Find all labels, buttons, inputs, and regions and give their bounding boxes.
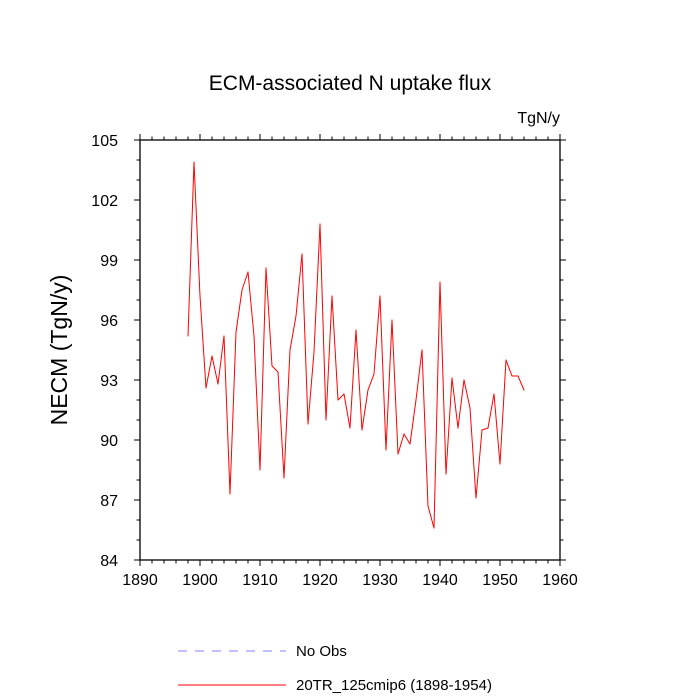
- series-segment: [355, 329, 363, 431]
- series-segment: [499, 359, 507, 465]
- series-segment: [199, 295, 207, 389]
- series-segment: [349, 329, 357, 429]
- series-segment: [457, 379, 465, 429]
- x-tick-label: 1900: [182, 572, 218, 589]
- series-segment: [451, 377, 459, 429]
- series-segment: [253, 335, 261, 471]
- series-segment: [229, 331, 237, 495]
- series-segment: [295, 253, 303, 317]
- series-line: [187, 161, 525, 529]
- series-segment: [403, 433, 411, 445]
- x-tick-label: 1920: [302, 572, 338, 589]
- axis-ticks: 1890 1900 1910 1920 1930 1940 1950 1960 84 87 90 93…: [91, 133, 578, 589]
- series-segment: [481, 427, 489, 431]
- series-segment: [439, 281, 447, 475]
- y-tick-label: 99: [100, 253, 118, 270]
- series-segment: [301, 253, 309, 425]
- y-tick-label: 87: [100, 493, 118, 510]
- series-segment: [421, 349, 429, 507]
- y-tick-label: 93: [100, 373, 118, 390]
- series-segment: [271, 365, 279, 373]
- series-segment: [277, 371, 285, 479]
- series-segment: [319, 223, 327, 421]
- x-tick-label: 1950: [482, 572, 518, 589]
- y-tick-label: 90: [100, 433, 118, 450]
- series-segment: [415, 349, 423, 401]
- legend: No Obs 20TR_125cmip6 (1898-1954): [178, 643, 492, 694]
- series-segment: [307, 351, 315, 425]
- series-segment: [283, 349, 291, 479]
- series-segment: [517, 375, 525, 391]
- plot-frame: [139, 139, 561, 561]
- series-segment: [325, 295, 333, 421]
- series-segment: [367, 373, 375, 391]
- series-segment: [475, 429, 483, 499]
- series-segment: [289, 315, 297, 351]
- series-segment: [493, 393, 501, 465]
- y-axis-label: NECM (TgN/y): [46, 275, 72, 426]
- series-segment: [337, 393, 345, 401]
- series-segment: [409, 399, 417, 445]
- legend-label: No Obs: [296, 643, 347, 660]
- series-segment: [331, 295, 339, 401]
- series-segment: [397, 433, 405, 455]
- series-segment: [469, 407, 477, 499]
- y-tick-label: 84: [100, 553, 118, 570]
- series-segment: [241, 271, 249, 291]
- y-tick-label: 105: [91, 133, 118, 150]
- series-segment: [211, 355, 219, 385]
- series-segment: [217, 335, 225, 385]
- series-segment: [247, 271, 255, 337]
- series-segment: [487, 393, 495, 429]
- series-segment: [427, 505, 435, 529]
- series-layer: [187, 161, 525, 529]
- series-segment: [445, 377, 453, 475]
- series-segment: [385, 319, 393, 451]
- series-segment: [379, 295, 387, 451]
- series-segment: [259, 267, 267, 471]
- series-segment: [193, 161, 201, 297]
- series-segment: [433, 281, 441, 529]
- y-tick-label: 96: [100, 313, 118, 330]
- x-tick-label: 1890: [122, 572, 158, 589]
- series-segment: [373, 295, 381, 375]
- x-tick-label: 1910: [242, 572, 278, 589]
- series-segment: [343, 393, 351, 429]
- series-segment: [205, 355, 213, 389]
- series-segment: [505, 359, 513, 377]
- series-segment: [313, 223, 321, 353]
- x-tick-label: 1960: [542, 572, 578, 589]
- series-segment: [391, 319, 399, 455]
- series-segment: [463, 379, 471, 409]
- x-tick-label: 1930: [362, 572, 398, 589]
- units-label: TgN/y: [517, 110, 560, 127]
- chart-title: ECM-associated N uptake flux: [209, 72, 492, 95]
- y-tick-label: 102: [91, 193, 118, 210]
- series-segment: [235, 289, 243, 333]
- series-segment: [361, 389, 369, 431]
- series-segment: [265, 267, 273, 367]
- series-segment: [223, 335, 231, 495]
- series-segment: [187, 161, 195, 337]
- x-tick-label: 1940: [422, 572, 458, 589]
- legend-label: 20TR_125cmip6 (1898-1954): [296, 677, 492, 694]
